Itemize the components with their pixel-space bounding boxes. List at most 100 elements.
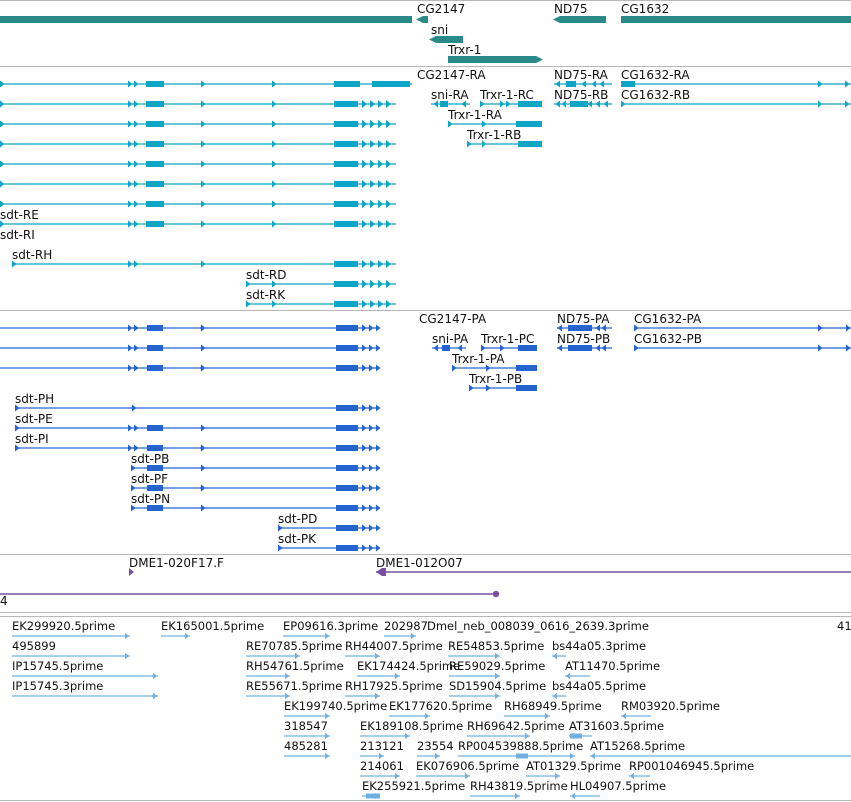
est-label[interactable]: AT11470.5prime xyxy=(565,659,661,673)
clone-feature[interactable] xyxy=(376,568,386,576)
transcript-label[interactable]: sni-RA xyxy=(431,88,469,102)
transcript-label[interactable]: Trxr-1-RB xyxy=(467,128,522,142)
est-label[interactable]: RE54853.5prime xyxy=(448,639,545,653)
est-label[interactable]: RP004539888.5prime xyxy=(458,739,584,753)
protein-label[interactable]: Trxr-1-PC xyxy=(481,332,535,346)
transcript-label[interactable]: ND75-RB xyxy=(554,88,609,102)
transcript-label[interactable]: sdt-RK xyxy=(246,288,286,302)
clone-label[interactable]: DME1-020F17.F xyxy=(129,556,224,570)
protein-label[interactable]: sni-PA xyxy=(432,332,469,346)
gene-label[interactable]: sni xyxy=(431,23,449,37)
protein-label[interactable]: ND75-PA xyxy=(557,312,610,326)
strand-arrow xyxy=(128,100,133,108)
strand-arrow xyxy=(378,140,384,148)
transcript-label[interactable]: CG1632-RA xyxy=(621,68,690,82)
protein-label[interactable]: CG1632-PB xyxy=(634,332,703,346)
protein-label[interactable]: CG2147-PA xyxy=(419,312,487,326)
est-label[interactable]: SD15904.5prime xyxy=(449,679,547,693)
est-label[interactable]: 318547 xyxy=(284,719,328,733)
est-label[interactable]: AT01329.5prime xyxy=(526,759,622,773)
est-label[interactable]: RH17925.5prime xyxy=(345,679,443,693)
strand-arrow xyxy=(15,404,20,412)
protein-label[interactable]: sdt-PB xyxy=(131,452,170,466)
est-label[interactable]: AT15268.5prime xyxy=(590,739,686,753)
est-label[interactable]: EP09616.3prime xyxy=(283,619,379,633)
est-label[interactable]: IP15745.3prime xyxy=(12,679,104,693)
gene-feature-sni[interactable] xyxy=(429,36,463,43)
protein-label[interactable]: ND75-PB xyxy=(557,332,611,346)
est-label[interactable]: HL04907.5prime xyxy=(570,779,667,793)
transcript-label[interactable]: Trxr-1-RC xyxy=(480,88,534,102)
est-label[interactable]: EK255921.5prime xyxy=(362,779,466,793)
est-label[interactable]: 23554 xyxy=(417,739,454,753)
est-label[interactable]: EK189108.5prime xyxy=(360,719,464,733)
protein-label[interactable]: sdt-PE xyxy=(15,412,53,426)
est-label[interactable]: 214061 xyxy=(360,759,404,773)
est-label[interactable]: 495899 xyxy=(12,639,56,653)
est-label[interactable]: RE59029.5prime xyxy=(449,659,546,673)
gene-label[interactable]: ND75 xyxy=(554,2,588,16)
est-label[interactable]: bs44a05.3prime xyxy=(552,639,647,653)
strand-arrow xyxy=(201,484,206,492)
est-label[interactable]: EK076906.5prime xyxy=(416,759,520,773)
est-label[interactable]: IP15745.5prime xyxy=(12,659,104,673)
gene-label[interactable]: Trxr-1 xyxy=(448,43,482,57)
est-label[interactable]: RH69642.5prime xyxy=(467,719,565,733)
est-label[interactable]: 41 xyxy=(837,619,851,633)
strand-arrow xyxy=(131,484,136,492)
transcript-label[interactable]: sdt-RD xyxy=(246,268,287,282)
est-label[interactable]: RH54761.5prime xyxy=(246,659,344,673)
est-label[interactable]: RH44007.5prime xyxy=(345,639,443,653)
est-label[interactable]: RH68949.5prime xyxy=(504,699,602,713)
gene-feature-trxr-1[interactable] xyxy=(448,56,543,63)
transcript-label[interactable]: CG2147-RA xyxy=(417,68,486,82)
protein-label[interactable]: sdt-PH xyxy=(15,392,55,406)
est-label[interactable]: EK174424.5prime xyxy=(357,659,461,673)
strand-arrow xyxy=(201,180,206,188)
est-label[interactable]: bs44a05.5prime xyxy=(552,679,647,693)
clone-label[interactable]: DME1-012O07 xyxy=(376,556,463,570)
est-label[interactable]: 202987 xyxy=(384,619,428,633)
est-label[interactable]: RE70785.5prime xyxy=(246,639,343,653)
est-label[interactable]: 213121 xyxy=(360,739,404,753)
protein-label[interactable]: sdt-PN xyxy=(131,492,171,506)
transcript-label[interactable]: sdt-RH xyxy=(12,248,53,262)
clone-feature[interactable] xyxy=(492,590,500,598)
est-label[interactable]: EK165001.5prime xyxy=(161,619,265,633)
protein-label[interactable]: CG1632-PA xyxy=(634,312,702,326)
strand-arrow xyxy=(378,180,384,188)
transcript-label[interactable]: sdt-RI xyxy=(0,228,35,242)
est-label[interactable]: Dmel_neb_008039_0616_2639.3prime xyxy=(427,619,649,633)
est-label[interactable]: RH43819.5prime xyxy=(470,779,568,793)
gene-feature-cg1632[interactable] xyxy=(621,16,851,23)
est-label[interactable]: EK299920.5prime xyxy=(12,619,116,633)
est-label[interactable]: RP001046945.5prime xyxy=(629,759,755,773)
est-label[interactable]: RE55671.5prime xyxy=(246,679,343,693)
protein-label[interactable]: sdt-PD xyxy=(278,512,318,526)
strand-arrow xyxy=(201,100,206,108)
gene-label[interactable]: CG1632 xyxy=(621,2,670,16)
est-label[interactable]: EK199740.5prime xyxy=(284,699,388,713)
est-label[interactable]: EK177620.5prime xyxy=(389,699,493,713)
transcript-label[interactable]: CG1632-RB xyxy=(621,88,691,102)
transcript-label[interactable]: sdt-RE xyxy=(0,208,39,222)
exon-block xyxy=(372,81,410,87)
est-label[interactable]: AT31603.5prime xyxy=(569,719,665,733)
transcript-label[interactable]: ND75-RA xyxy=(554,68,608,82)
protein-label[interactable]: Trxr-1-PB xyxy=(469,372,523,386)
gene-feature-cg2147[interactable] xyxy=(416,16,428,23)
strand-arrow xyxy=(378,100,384,108)
gene-label[interactable]: CG2147 xyxy=(417,2,466,16)
est-label[interactable]: 485281 xyxy=(284,739,328,753)
est-label[interactable]: RM03920.5prime xyxy=(621,699,720,713)
strand-arrow xyxy=(134,424,139,432)
transcript-label[interactable]: Trxr-1-RA xyxy=(448,108,502,122)
clone-feature[interactable] xyxy=(129,568,134,576)
gene-feature-nd75[interactable] xyxy=(553,16,606,23)
gene-feature-sdt[interactable] xyxy=(0,16,412,23)
clone-label[interactable]: 4 xyxy=(0,594,8,608)
protein-label[interactable]: sdt-PF xyxy=(131,472,169,486)
protein-label[interactable]: Trxr-1-PA xyxy=(452,352,505,366)
protein-label[interactable]: sdt-PI xyxy=(15,432,49,446)
protein-label[interactable]: sdt-PK xyxy=(278,532,317,546)
